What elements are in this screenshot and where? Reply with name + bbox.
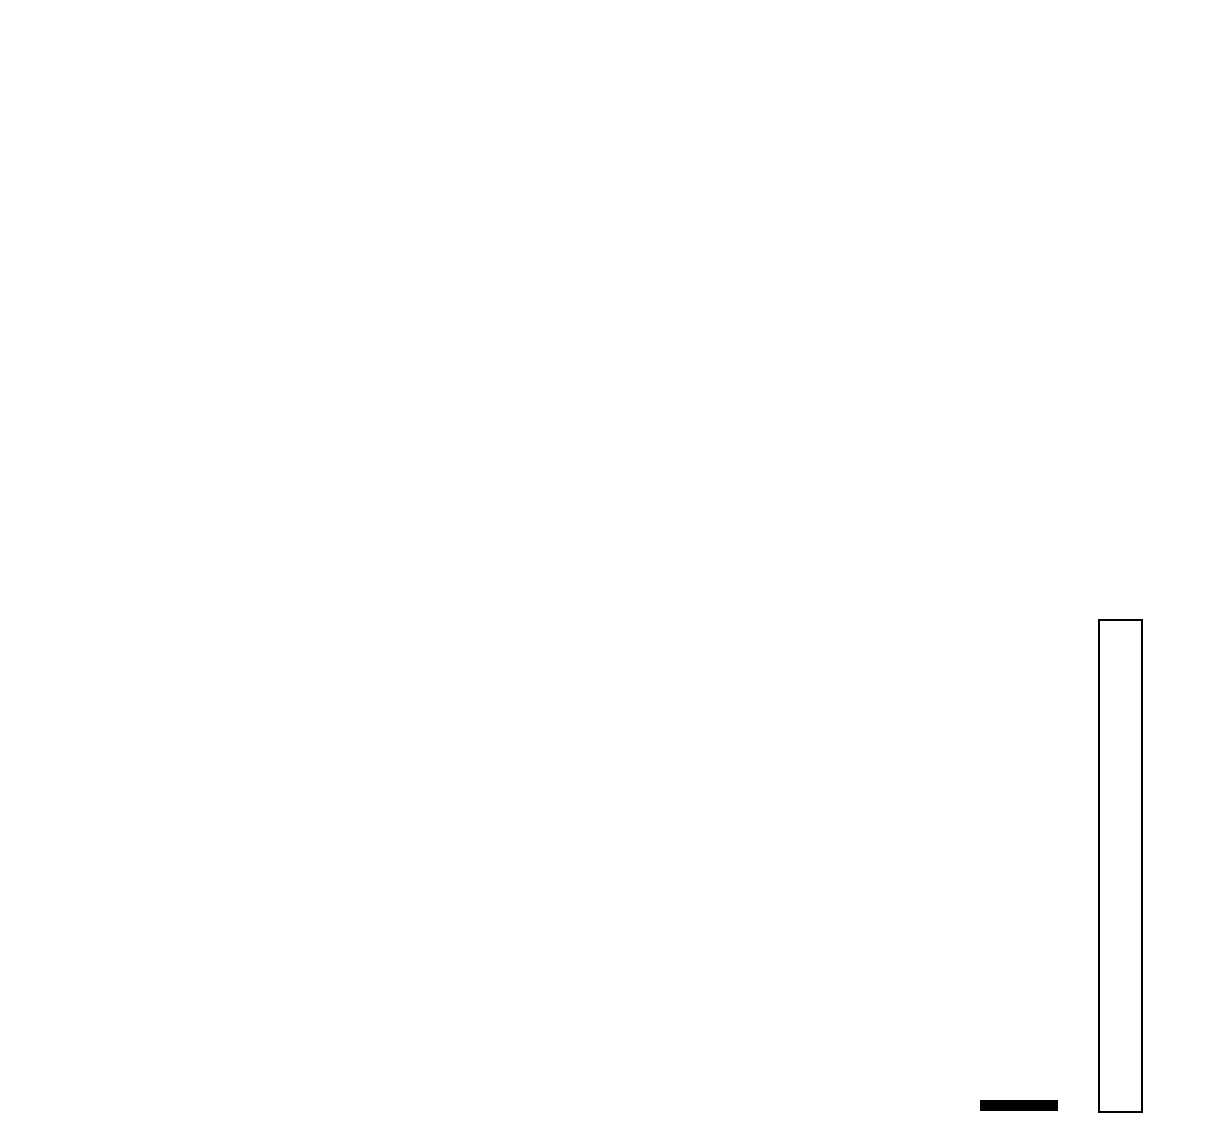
legend-item-sdm-before-c <box>1025 72 1063 77</box>
legend-item-lm-before-c <box>961 72 999 77</box>
legend-items-before-c <box>833 72 1191 77</box>
legend-items-after-c <box>833 313 1191 318</box>
lm-film-line-swatch <box>961 72 991 77</box>
temperature-colorbar <box>1098 619 1143 1113</box>
legend-item-lm-after-c <box>961 313 999 318</box>
lm-film-line-swatch <box>247 644 277 649</box>
emissivity-chart <box>0 540 510 1130</box>
legend-item-lm-after-d <box>247 724 285 729</box>
sdm-film-line-swatch <box>1025 72 1055 77</box>
resistance-time-chart <box>380 0 770 540</box>
legend-item-sdm-after-d <box>311 724 349 729</box>
lm-film-line-swatch <box>247 724 277 729</box>
legend-item-sdm-after-c <box>1025 313 1063 318</box>
sdm-film-line-swatch <box>311 644 341 649</box>
scale-bar <box>980 1100 1058 1111</box>
sdm-film-line-swatch <box>1025 313 1055 318</box>
lm-film-line-swatch <box>961 313 991 318</box>
legend-items-after-d <box>103 724 493 729</box>
emi-se-chart <box>740 0 1213 540</box>
legend-item-sdm-before-d <box>311 644 349 649</box>
sdm-film-line-swatch <box>311 724 341 729</box>
legend-items-before-d <box>103 644 493 649</box>
stress-strain-chart <box>0 0 380 540</box>
legend-item-lm-before-d <box>247 644 285 649</box>
